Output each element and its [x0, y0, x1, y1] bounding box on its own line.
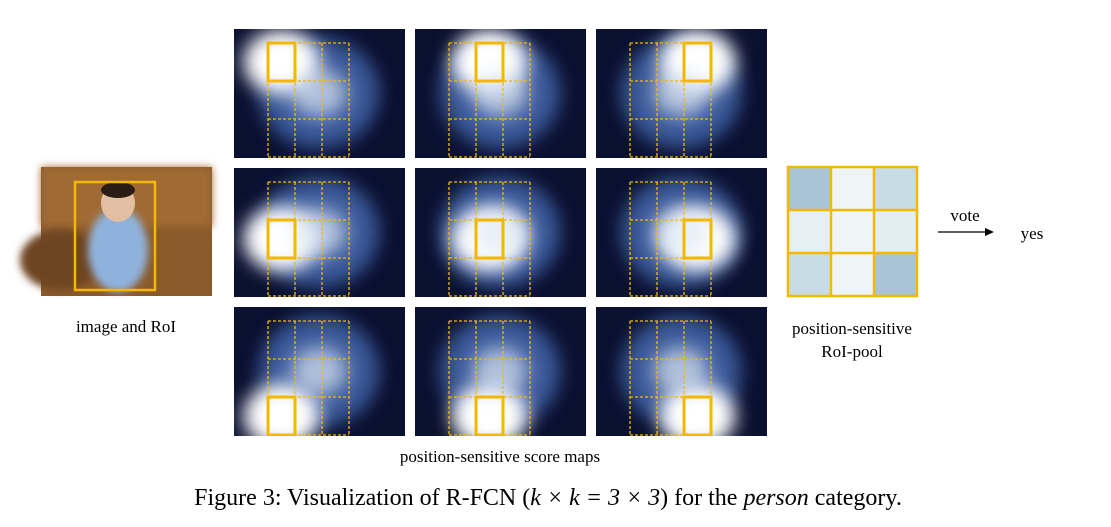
input-image — [20, 167, 212, 296]
image-label: image and RoI — [76, 317, 176, 336]
score-map — [234, 29, 405, 158]
map-blob — [472, 347, 528, 395]
caption: Figure 3: Visualization of R-FCN (k × k … — [194, 485, 902, 511]
active-bin — [682, 218, 713, 260]
active-bin — [266, 218, 297, 260]
score-map — [596, 307, 767, 436]
score-map — [234, 168, 405, 297]
arrow-head — [985, 228, 994, 236]
active-bin — [266, 41, 297, 83]
map-blob — [243, 384, 320, 436]
caption-emph: person — [741, 485, 808, 511]
score-map — [415, 29, 586, 158]
active-bin — [266, 395, 297, 436]
active-bin — [474, 218, 505, 260]
caption-text: Figure 3: Visualization of R-FCN ( — [194, 485, 530, 511]
score-map — [596, 29, 767, 158]
score-maps-label: position-sensitive score maps — [400, 447, 600, 466]
roi-pool-label: position-sensitive — [792, 319, 912, 338]
caption-text: ) for the — [660, 485, 743, 511]
map-blob — [472, 69, 528, 117]
map-blob — [653, 347, 709, 395]
map-blob — [653, 208, 709, 256]
score-map — [234, 307, 405, 436]
map-blob — [472, 208, 528, 256]
score-maps — [234, 29, 767, 436]
active-bin — [474, 41, 505, 83]
map-blob — [653, 69, 709, 117]
active-bin — [682, 41, 713, 83]
roi-pool-label: RoI-pool — [821, 342, 883, 361]
caption-math: k × k = 3 × 3 — [530, 485, 660, 511]
map-blob — [291, 347, 347, 395]
score-map — [415, 307, 586, 436]
map-blob — [451, 384, 528, 436]
score-map — [596, 168, 767, 297]
map-blob — [659, 384, 736, 436]
map-blob — [291, 69, 347, 117]
active-bin — [474, 395, 505, 436]
vote-label: vote — [950, 206, 979, 225]
output-label: yes — [1021, 224, 1044, 243]
caption-text: category. — [809, 485, 902, 511]
map-blob — [291, 208, 347, 256]
roi-pool — [786, 165, 919, 298]
score-map — [415, 168, 586, 297]
active-bin — [682, 395, 713, 436]
